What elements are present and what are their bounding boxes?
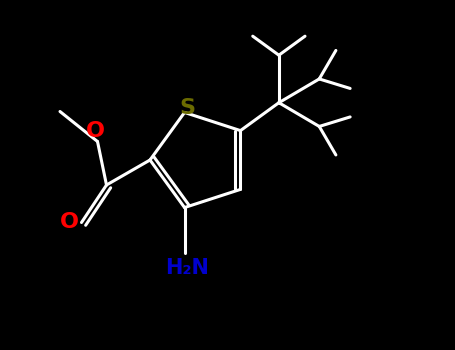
Text: O: O bbox=[60, 212, 79, 232]
Text: H₂N: H₂N bbox=[165, 258, 209, 278]
Text: O: O bbox=[86, 120, 105, 140]
Text: S: S bbox=[179, 98, 195, 118]
